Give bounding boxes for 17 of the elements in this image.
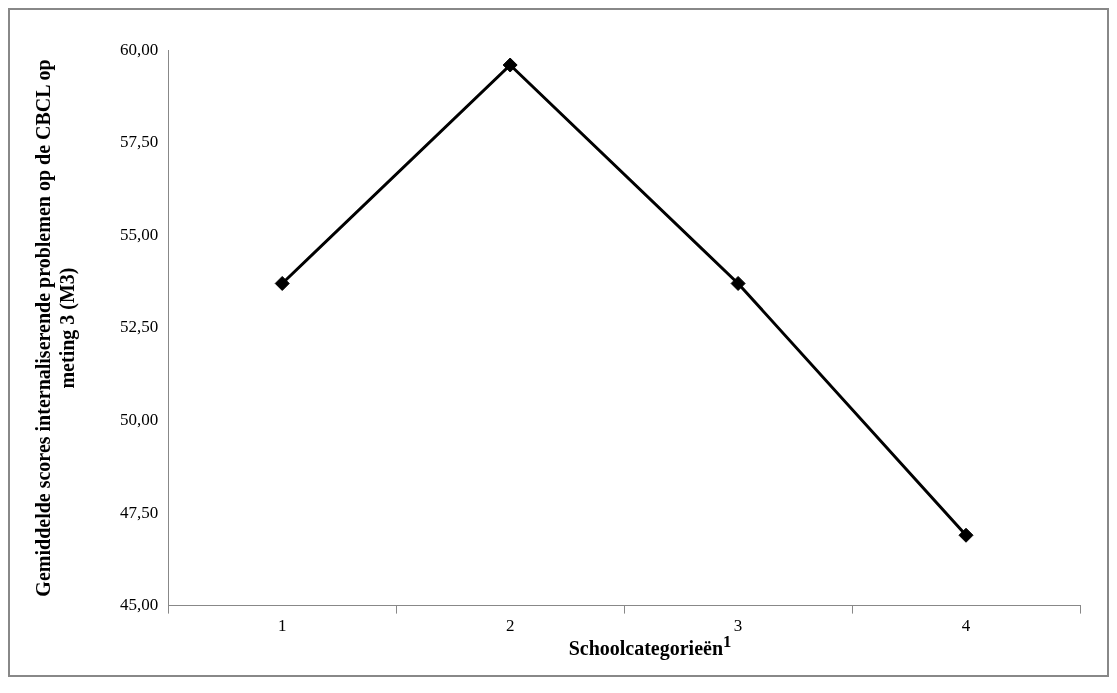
x-axis-title: Schoolcategorieën$^{1}$	[568, 632, 732, 659]
x-tick-label: 4	[961, 616, 971, 636]
point	[958, 527, 974, 543]
y-tick-label: 57,50	[120, 132, 159, 152]
point	[502, 57, 518, 73]
x-tick-label: 2	[505, 616, 515, 636]
y-tick-label: 52,50	[120, 317, 159, 337]
y-tick-label: 55,00	[120, 224, 159, 244]
point	[730, 275, 746, 291]
x-tick-label: 1	[277, 616, 287, 636]
y-tick-label: 47,50	[120, 502, 159, 522]
y-tick-label: 45,00	[120, 595, 159, 615]
y-axis-title: Gemiddelde scores internaliserende problemen op de CBCL op meting 3 (M3)	[31, 58, 79, 599]
point	[274, 275, 290, 291]
x-tick-label: 3	[733, 616, 743, 636]
y-tick-label: 50,00	[120, 409, 159, 429]
y-tick-label: 60,00	[120, 39, 159, 59]
